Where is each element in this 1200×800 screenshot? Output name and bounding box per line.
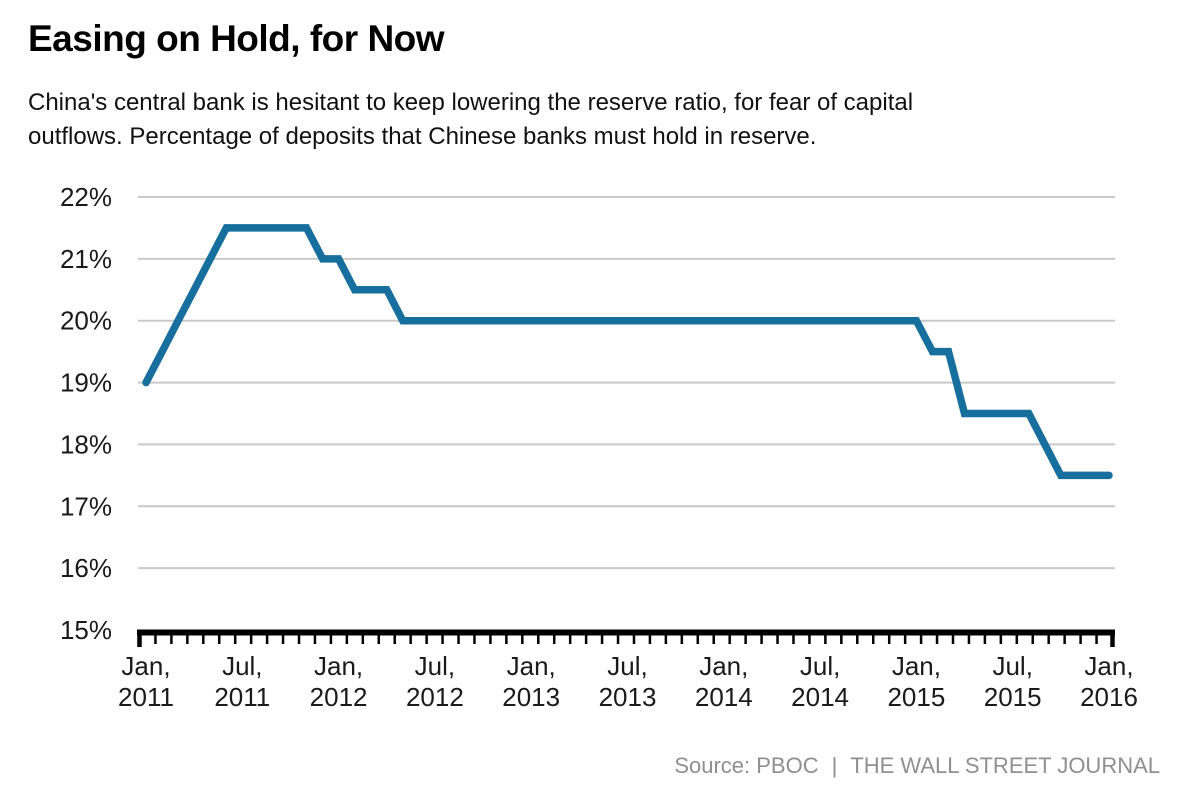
page-title: Easing on Hold, for Now <box>28 18 445 59</box>
x-axis-label-month: Jan, <box>314 651 363 681</box>
y-axis-label: 15% <box>60 615 112 645</box>
x-axis-label-year: 2012 <box>406 682 464 712</box>
source-line: Source: PBOC | THE WALL STREET JOURNAL <box>674 753 1160 779</box>
x-axis-label-month: Jul, <box>607 651 647 681</box>
x-axis-label-month: Jul, <box>992 651 1032 681</box>
x-axis-label-year: 2012 <box>310 682 368 712</box>
y-axis-label: 17% <box>60 491 112 521</box>
x-axis-label-month: Jan, <box>1084 651 1133 681</box>
x-axis-label-month: Jul, <box>415 651 455 681</box>
source-separator: | <box>831 753 838 778</box>
y-axis-label: 22% <box>60 182 112 212</box>
x-axis-label-month: Jan, <box>121 651 170 681</box>
x-axis-label-year: 2014 <box>791 682 849 712</box>
x-axis-label-month: Jan, <box>892 651 941 681</box>
x-axis-label-month: Jan, <box>507 651 556 681</box>
y-axis-label: 20% <box>60 306 112 336</box>
x-axis-label-year: 2011 <box>118 682 174 712</box>
reserve-ratio-line <box>142 224 1113 480</box>
x-axis-label-year: 2016 <box>1080 682 1138 712</box>
x-axis-label-year: 2014 <box>695 682 753 712</box>
x-axis-label-year: 2011 <box>214 682 270 712</box>
chart-subtitle: China's central bank is hesitant to keep… <box>28 89 914 150</box>
source-label: Source: PBOC <box>674 753 819 778</box>
y-axis-label: 19% <box>60 368 112 398</box>
y-axis-label: 18% <box>60 429 112 459</box>
y-axis-label: 21% <box>60 244 112 274</box>
y-axis-label: 16% <box>60 553 112 583</box>
publication-label: THE WALL STREET JOURNAL <box>850 753 1160 778</box>
x-axis-label-month: Jul, <box>222 651 262 681</box>
x-axis-label-month: Jul, <box>800 651 840 681</box>
x-axis-label-year: 2015 <box>984 682 1042 712</box>
x-axis-label-year: 2013 <box>599 682 657 712</box>
x-axis-label-year: 2013 <box>502 682 560 712</box>
x-axis-label-year: 2015 <box>887 682 945 712</box>
x-axis-label-month: Jan, <box>699 651 748 681</box>
